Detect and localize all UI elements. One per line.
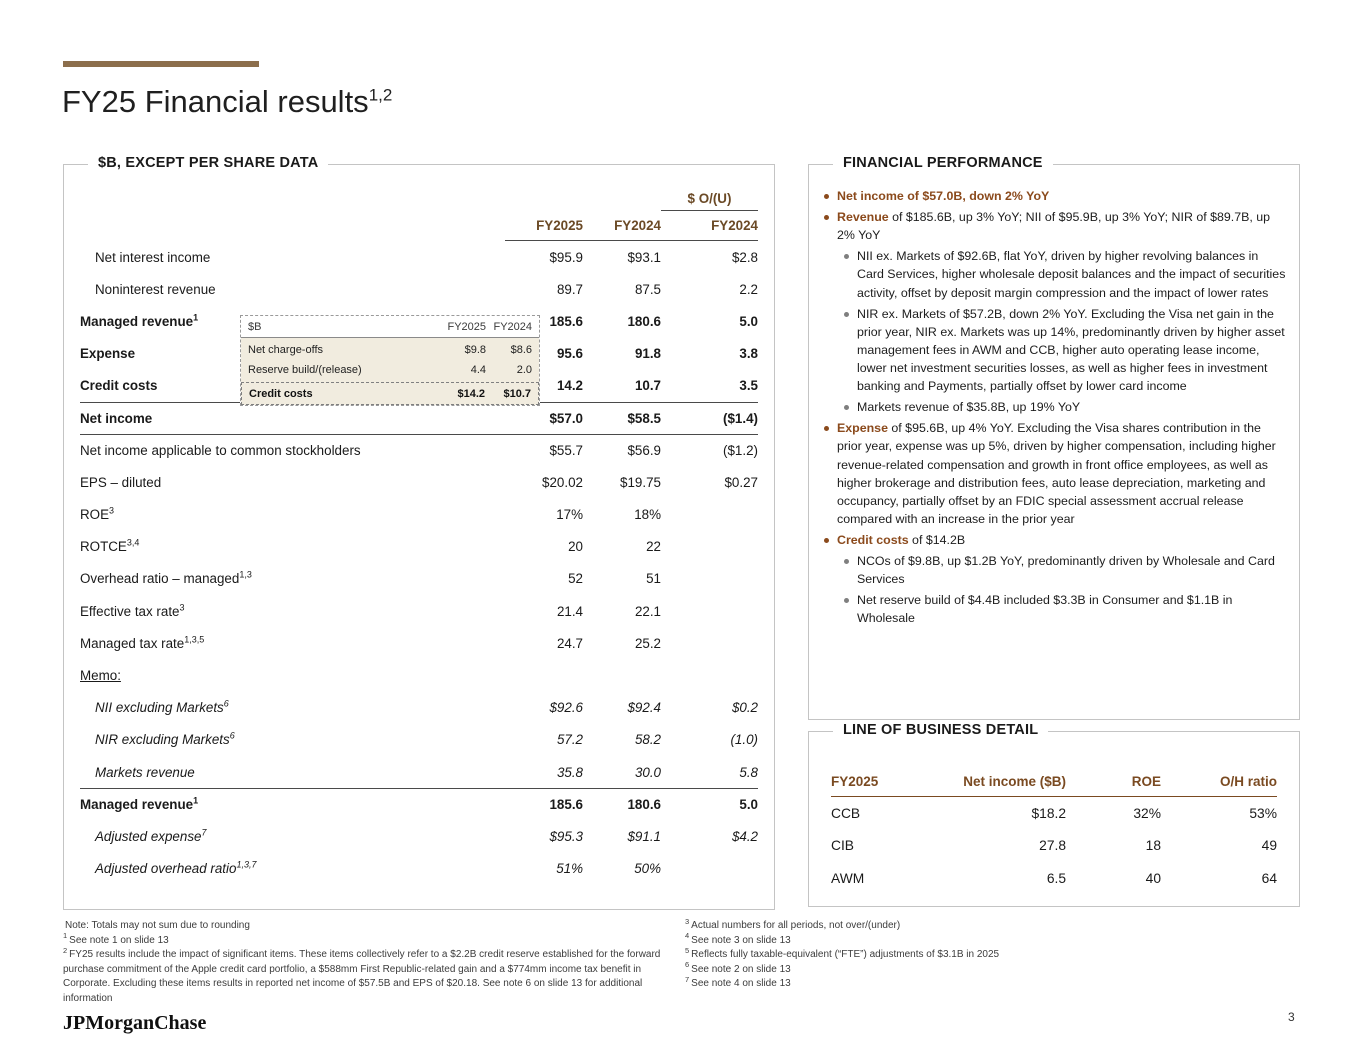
table-row-memo: Memo: [80, 668, 121, 684]
footnote-1: 1 See note 1 on slide 13 [63, 931, 169, 946]
lob-header-fy2025: FY2025 [831, 774, 879, 789]
bullet-credit-costs: Credit costs of $14.2B [824, 531, 1288, 549]
lob-header-roe: ROE [1131, 774, 1161, 789]
table-row-adjusted-expense: Adjusted expense7 $95.3 $91.1 $4.2 [95, 827, 758, 844]
footnote-5: 5 Reflects fully taxable-equivalent (“FTE… [685, 945, 1000, 960]
accent-bar [63, 61, 259, 67]
column-header-fy2025: FY2025 [505, 211, 583, 241]
lob-header-net-income: Net income ($B) [963, 774, 1066, 789]
table-row-expense: Expense 95.6 91.8 3.8 [80, 346, 758, 362]
table-row-net-income-common: Net income applicable to common stockhol… [80, 434, 758, 466]
table-row-overhead-ratio: Overhead ratio – managed1,3 52 51 [80, 570, 661, 587]
line-of-business-panel: LINE OF BUSINESS DETAIL FY2025 Net incom… [808, 722, 1300, 907]
footnote-2: 2 FY25 results include the impact of sign… [63, 945, 661, 1004]
bullet-icon [844, 559, 849, 565]
footnote-7: 7 See note 4 on slide 13 [685, 974, 791, 989]
bullet-icon [844, 311, 849, 317]
financial-table-panel: $B, EXCEPT PER SHARE DATA $ O/(U) FY2025… [63, 155, 775, 910]
lob-row-ccb: CCB $18.2 32% 53% [831, 805, 1277, 821]
bullet-net-reserve-build: Net reserve build of $4.4B included $3.3… [824, 591, 1288, 627]
table-row-net-income: Net income $57.0 $58.5 ($1.4) [80, 401, 758, 434]
footnote-3: 3 Actual numbers for all periods, not ove… [685, 916, 901, 931]
column-header-fy2024: FY2024 [583, 211, 661, 241]
inset-header-row: $B FY2025 FY2024 [241, 316, 539, 338]
financial-performance-bullets: Net income of $57.0B, down 2% YoY Revenu… [824, 187, 1288, 631]
inset-row-reserve-build: Reserve build/(release) 4.4 2.0 [248, 364, 532, 376]
line-of-business-table: FY2025 Net income ($B) ROE O/H ratio CCB… [831, 774, 1277, 895]
column-header-row: FY2025 FY2024 FY2024 [80, 211, 758, 241]
inset-row-credit-costs-total: Credit costs $14.2 $10.7 [241, 382, 539, 405]
table-row-nii-ex-markets: NII excluding Markets6 $92.6 $92.4 $0.2 [95, 698, 758, 716]
bullet-markets-revenue: Markets revenue of $35.8B, up 19% YoY [824, 398, 1288, 416]
table-row-credit-costs: Credit costs 14.2 10.7 3.5 [80, 378, 758, 394]
table-row-effective-tax-rate: Effective tax rate3 21.4 22.1 [80, 602, 661, 619]
table-row-roe: ROE3 17% 18% [80, 505, 661, 523]
footnotes-left: Note: Totals may not sum due to rounding… [63, 919, 663, 1006]
bullet-nii-ex-markets: NII ex. Markets of $92.6B, flat YoY, dri… [824, 247, 1288, 301]
lob-header-oh-ratio: O/H ratio [1219, 774, 1277, 789]
bullet-icon [824, 194, 829, 199]
financial-table-section-title: $B, EXCEPT PER SHARE DATA [88, 155, 329, 171]
bullet-icon [824, 426, 829, 432]
financial-performance-section-title: FINANCIAL PERFORMANCE [833, 155, 1053, 171]
bullet-icon [824, 215, 829, 221]
table-row-rotce: ROTCE3,4 20 22 [80, 537, 661, 555]
bullet-icon [824, 537, 829, 543]
inset-body: Net charge-offs $9.8 $8.6 Reserve build/… [241, 338, 539, 382]
table-row-noninterest-revenue: Noninterest revenue 89.7 87.5 2.2 [95, 281, 758, 297]
credit-costs-inset: $B FY2025 FY2024 Net charge-offs $9.8 $8… [240, 315, 540, 406]
table-row-markets-revenue: Markets revenue 35.8 30.0 5.8 [95, 764, 758, 780]
line-of-business-section-title: LINE OF BUSINESS DETAIL [833, 722, 1049, 738]
page-title-footnote-ref: 1,2 [368, 85, 393, 105]
lob-row-awm: AWM 6.5 40 64 [831, 870, 1277, 886]
table-row-net-interest-income: Net interest income $95.9 $93.1 $2.8 [95, 249, 758, 265]
footnote-6: 6 See note 2 on slide 13 [685, 960, 791, 975]
footnote-note: Note: Totals may not sum due to rounding [65, 920, 250, 931]
financial-table: $ O/(U) FY2025 FY2024 FY2024 Net interes… [80, 185, 758, 885]
table-row-managed-revenue: Managed revenue1 185.6 180.6 5.0 [80, 312, 758, 329]
lob-row-cib: CIB 27.8 18 49 [831, 838, 1277, 854]
page-number: 3 [1288, 1010, 1295, 1024]
table-row-eps-diluted: EPS – diluted $20.02 $19.75 $0.27 [80, 474, 758, 490]
page-title-text: FY25 Financial results [62, 84, 369, 119]
bullet-ncos: NCOs of $9.8B, up $1.2B YoY, predominant… [824, 552, 1288, 588]
bullet-net-income: Net income of $57.0B, down 2% YoY [824, 187, 1288, 205]
bullet-icon [844, 254, 849, 260]
lob-header-row: FY2025 Net income ($B) ROE O/H ratio [831, 774, 1277, 797]
bullet-icon [844, 598, 849, 604]
jpmorganchase-logo: JPMorganChase [63, 1012, 207, 1034]
footnotes-right: 3 Actual numbers for all periods, not ove… [685, 916, 1085, 992]
bullet-nir-ex-markets: NIR ex. Markets of $57.2B, down 2% YoY. … [824, 305, 1288, 396]
over-under-header-row: $ O/(U) [80, 185, 758, 211]
over-under-header: $ O/(U) [661, 191, 758, 211]
table-row-managed-revenue-memo: Managed revenue1 185.6 180.6 5.0 [80, 788, 758, 820]
footnote-4: 4 See note 3 on slide 13 [685, 931, 791, 946]
inset-row-net-charge-offs: Net charge-offs $9.8 $8.6 [248, 344, 532, 356]
bullet-expense: Expense of $95.6B, up 4% YoY. Excluding … [824, 419, 1288, 528]
column-header-ou-fy2024: FY2024 [661, 211, 758, 241]
table-row-managed-tax-rate: Managed tax rate1,3,5 24.7 25.2 [80, 634, 661, 651]
bullet-revenue: Revenue of $185.6B, up 3% YoY; NII of $9… [824, 208, 1288, 244]
table-row-nir-ex-markets: NIR excluding Markets6 57.2 58.2 (1.0) [95, 730, 758, 748]
page-title: FY25 Financial results1,2 [62, 84, 392, 120]
table-row-adjusted-overhead-ratio: Adjusted overhead ratio1,3,7 51% 50% [95, 859, 661, 877]
financial-performance-panel: FINANCIAL PERFORMANCE Net income of $57.… [808, 155, 1300, 720]
bullet-icon [844, 405, 849, 411]
